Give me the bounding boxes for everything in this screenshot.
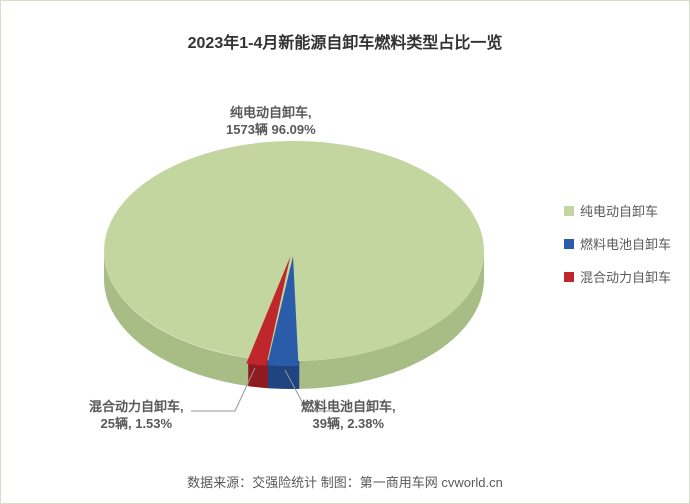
- data-label-bev: 纯电动自卸车, 1573辆 96.09%: [226, 105, 316, 139]
- legend-item-bev: 纯电动自卸车: [564, 201, 671, 220]
- chart-title: 2023年1-4月新能源自卸车燃料类型占比一览: [1, 29, 689, 53]
- legend-item-fuelcell: 燃料电池自卸车: [564, 234, 671, 253]
- pie-svg: [41, 91, 541, 431]
- data-label-bev-line2: 1573辆 96.09%: [226, 122, 316, 139]
- footer-source: 数据来源：交强险统计 制图：第一商用车网 cvworld.cn: [1, 472, 689, 491]
- legend-label-hybrid: 混合动力自卸车: [580, 267, 671, 286]
- legend-swatch-hybrid: [564, 272, 574, 282]
- data-label-hybrid-line1: 混合动力自卸车,: [89, 399, 184, 416]
- legend: 纯电动自卸车 燃料电池自卸车 混合动力自卸车: [564, 201, 671, 300]
- data-label-bev-line1: 纯电动自卸车,: [226, 105, 316, 122]
- legend-swatch-bev: [564, 206, 574, 216]
- data-label-fuelcell: 燃料电池自卸车, 39辆, 2.38%: [301, 399, 396, 433]
- legend-label-fuelcell: 燃料电池自卸车: [580, 234, 671, 253]
- chart-frame: 2023年1-4月新能源自卸车燃料类型占比一览 纯电动自卸: [0, 0, 690, 504]
- legend-label-bev: 纯电动自卸车: [580, 201, 658, 220]
- legend-swatch-fuelcell: [564, 239, 574, 249]
- data-label-hybrid: 混合动力自卸车, 25辆, 1.53%: [89, 399, 184, 433]
- data-label-hybrid-line2: 25辆, 1.53%: [89, 416, 184, 433]
- data-label-fuelcell-line2: 39辆, 2.38%: [301, 416, 396, 433]
- data-label-fuelcell-line1: 燃料电池自卸车,: [301, 399, 396, 416]
- pie-chart: [41, 91, 541, 431]
- legend-item-hybrid: 混合动力自卸车: [564, 267, 671, 286]
